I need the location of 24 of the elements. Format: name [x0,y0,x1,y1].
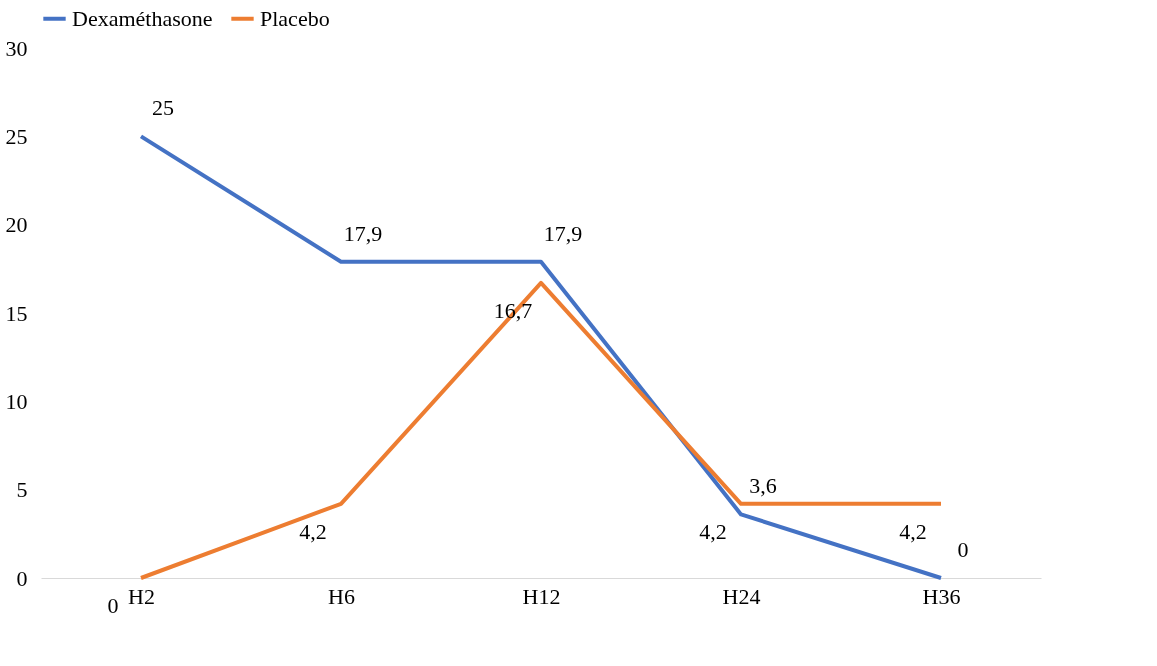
data-label: 17,9 [343,220,383,246]
legend-label: Dexaméthasone [72,5,213,31]
data-label: 4,2 [699,518,727,544]
x-tick-label: H12 [522,583,561,609]
data-label: 17,9 [543,220,583,246]
y-tick-label: 25 [5,123,28,149]
y-tick-label: 15 [5,300,28,326]
data-label: 25 [152,95,174,121]
data-label: 0 [107,593,119,618]
data-label: 4,2 [899,518,927,544]
y-tick-label: 0 [16,565,28,591]
y-tick-label: 20 [5,212,28,238]
data-label: 3,6 [749,473,777,499]
x-tick-label: H2 [128,583,155,609]
x-tick-label: H36 [922,583,961,609]
line-series [139,134,943,580]
y-tick-label: 10 [5,388,28,414]
y-tick-label: 30 [5,35,28,61]
x-tick-label: H6 [328,583,355,609]
data-label: 0 [957,537,969,562]
y-tick-label: 5 [16,477,28,503]
legend-label: Placebo [260,5,330,31]
x-tick-label: H24 [722,583,761,609]
data-label: 4,2 [299,518,327,544]
